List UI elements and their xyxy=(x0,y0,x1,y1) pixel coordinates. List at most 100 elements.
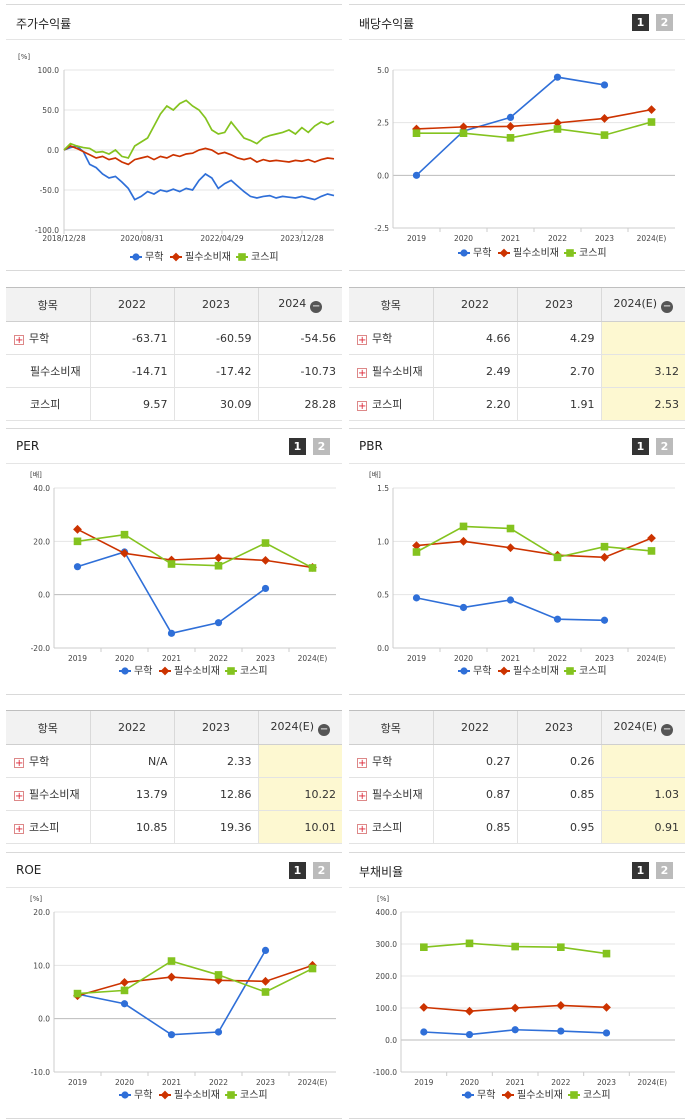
table-row: 코스피 9.57 30.09 28.28 xyxy=(6,387,342,421)
table-cell: 4.66 xyxy=(432,321,517,355)
page-2-button[interactable]: 2 xyxy=(656,438,673,455)
page-1-button[interactable]: 1 xyxy=(289,438,306,455)
legend-marker-0 xyxy=(464,1091,472,1099)
row-label-text: 무학 xyxy=(372,755,393,768)
per-panel: PER 1 2 [배] 40.0 20.0 0.0 -20.0 2019 2020 2021 2… xyxy=(6,428,342,695)
expand-icon[interactable]: + xyxy=(357,824,367,835)
data-point xyxy=(412,548,421,556)
table-cell: 0.87 xyxy=(432,777,517,811)
column-header-item: 항목 xyxy=(349,287,433,322)
legend-label: 코스피 xyxy=(240,665,268,677)
expand-icon[interactable]: + xyxy=(357,758,367,769)
page-1-button[interactable]: 1 xyxy=(632,438,649,455)
column-header: 2023 xyxy=(516,710,601,745)
row-label: + 필수소비재 xyxy=(349,354,433,388)
legend-label: 필수소비재 xyxy=(174,665,220,677)
y-tick-label: 0.0 xyxy=(47,146,59,155)
data-point xyxy=(510,1003,520,1013)
row-label-text: 코스피 xyxy=(29,821,60,834)
data-point xyxy=(647,118,656,126)
table-cell: 1.91 xyxy=(516,387,601,421)
data-point xyxy=(553,125,562,133)
series-line-1 xyxy=(416,537,652,559)
legend-marker-0 xyxy=(460,249,468,257)
page-2-button[interactable]: 2 xyxy=(656,862,673,879)
y-tick-label: -2.5 xyxy=(374,224,389,233)
expand-icon[interactable]: + xyxy=(357,791,367,802)
y-axis-unit: [%] xyxy=(30,895,42,903)
data-point xyxy=(308,964,317,973)
table-cell: 4.29 xyxy=(516,321,601,355)
data-point xyxy=(511,1026,519,1034)
column-header-item: 항목 xyxy=(6,287,90,322)
pbr-table: 항목 2022 2023 2024(E) − + 무학 0.27 0.26 + 필수소비재 0.87 0… xyxy=(349,710,685,844)
y-tick-label: 0.5 xyxy=(377,591,389,600)
table-cell xyxy=(257,744,342,778)
row-label-text: 무학 xyxy=(372,332,393,345)
legend-marker-1 xyxy=(160,1090,170,1100)
x-tick-label: 2022 xyxy=(209,1078,228,1087)
legend-label: 코스피 xyxy=(583,1089,611,1101)
page-1-button[interactable]: 1 xyxy=(632,14,649,31)
table-cell: -54.56 xyxy=(257,321,342,355)
table-cell: 0.85 xyxy=(516,777,601,811)
data-point xyxy=(459,603,468,612)
table-row: + 코스피 2.20 1.91 2.53 xyxy=(349,387,685,421)
row-label-text: 코스피 xyxy=(372,821,403,834)
collapse-icon[interactable]: − xyxy=(661,723,674,736)
debt-ratio-chart: [%] 400.0 300.0 200.0 100.0 0.0 -100.0 2019 2020… xyxy=(373,895,675,1101)
data-point xyxy=(167,1031,176,1039)
expand-icon[interactable]: + xyxy=(14,824,24,835)
y-tick-label: 0.0 xyxy=(377,644,389,653)
row-label: + 코스피 xyxy=(6,810,90,844)
collapse-icon[interactable]: − xyxy=(310,300,323,313)
collapse-icon[interactable]: − xyxy=(661,300,674,313)
column-header: 2023 xyxy=(173,287,258,322)
dividend-yield-chart: 5.0 2.5 0.0 -2.5 2019 2020 2021 2022 2023 2024(E)… xyxy=(374,66,675,259)
row-label-text: 필수소비재 xyxy=(29,788,80,801)
series-line-2 xyxy=(77,533,313,569)
column-header: 2023 xyxy=(516,287,601,322)
expand-icon[interactable]: + xyxy=(357,401,367,412)
series-line-2 xyxy=(77,960,313,995)
per-header: PER 1 2 xyxy=(6,428,342,464)
table-cell: 0.85 xyxy=(432,810,517,844)
data-point xyxy=(553,553,562,562)
expand-icon[interactable]: + xyxy=(14,335,24,346)
dividend-yield-panel: 배당수익률 1 2 5.0 2.5 0.0 -2.5 2019 2020 2021 2022 2… xyxy=(349,4,685,271)
page-2-button[interactable]: 2 xyxy=(656,14,673,31)
page-2-button[interactable]: 2 xyxy=(313,438,330,455)
y-tick-label: 20.0 xyxy=(33,537,50,546)
x-tick-label: 2023 xyxy=(256,1078,275,1087)
y-tick-label: 40.0 xyxy=(33,484,50,493)
expand-icon[interactable]: + xyxy=(14,791,24,802)
data-point xyxy=(261,976,270,986)
dividend-yield-header: 배당수익률 1 2 xyxy=(349,4,685,40)
pbr-header: PBR 1 2 xyxy=(349,428,685,464)
table-cell: 30.09 xyxy=(173,387,258,421)
expand-icon[interactable]: + xyxy=(14,758,24,769)
y-tick-label: 1.0 xyxy=(377,537,389,546)
data-point xyxy=(465,1030,474,1039)
y-tick-label: -100.0 xyxy=(35,226,59,235)
stock-return-header: 주가수익률 xyxy=(6,4,342,40)
collapse-icon[interactable]: − xyxy=(318,723,331,736)
expand-icon[interactable]: + xyxy=(357,335,367,346)
x-tick-label: 2023/12/28 xyxy=(280,234,323,243)
pbr-chart: [배] 1.5 1.0 0.5 0.0 2019 2020 2021 2022 2023 2024(… xyxy=(369,470,675,677)
table-cell: 12.86 xyxy=(173,777,258,811)
x-tick-label: 2022 xyxy=(551,1078,570,1087)
data-point xyxy=(602,1029,611,1037)
data-point xyxy=(600,616,609,624)
x-tick-label: 2024(E) xyxy=(637,234,667,243)
x-tick-label: 2020/08/31 xyxy=(120,234,163,243)
page-1-button[interactable]: 1 xyxy=(289,862,306,879)
page-1-button[interactable]: 1 xyxy=(632,862,649,879)
table-cell: -14.71 xyxy=(89,354,174,388)
page-2-button[interactable]: 2 xyxy=(313,862,330,879)
legend-marker-1 xyxy=(499,248,509,258)
expand-icon[interactable]: + xyxy=(357,368,367,379)
data-point xyxy=(420,943,428,951)
data-point xyxy=(600,131,609,139)
table-row: + 무학 4.66 4.29 xyxy=(349,321,685,355)
